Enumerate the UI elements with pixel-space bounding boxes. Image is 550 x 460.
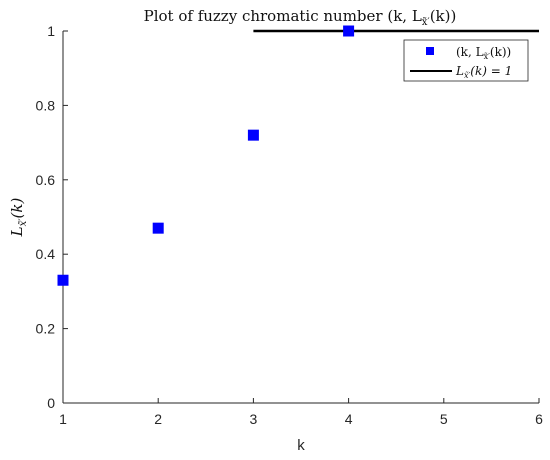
y-tick-label: 0.6: [36, 172, 56, 188]
legend-label-line: Lx̃′(k) = 1: [455, 64, 512, 80]
data-point-square: [247, 129, 259, 141]
y-axis-label-end: (k): [8, 198, 26, 219]
x-tick-label: 4: [345, 411, 353, 427]
legend: (k, Lx̃′(k)) Lx̃′(k) = 1: [403, 39, 529, 82]
x-tick-label: 3: [250, 411, 258, 427]
x-tick-label: 1: [59, 411, 67, 427]
y-axis-label-subscript: x̃′: [18, 218, 29, 227]
y-axis-label: Lx̃′(k): [8, 198, 29, 238]
y-tick-label: 0.2: [36, 321, 56, 337]
data-point-square: [57, 274, 69, 286]
legend-label-line-end: (k) = 1: [470, 64, 512, 78]
y-tick-label: 0.4: [36, 246, 56, 262]
legend-label-squares-subscript: x̃′: [484, 52, 491, 61]
chart-title-subscript: x̃′: [422, 17, 431, 28]
legend-marker-squares: [426, 47, 434, 55]
chart-title: Plot of fuzzy chromatic number (k, Lx̃′(…: [144, 7, 457, 28]
data-point-square: [343, 25, 355, 37]
x-ticks: 1 2 3 4 5 6: [59, 398, 543, 427]
x-tick-label: 6: [535, 411, 543, 427]
x-tick-label: 5: [440, 411, 448, 427]
legend-box: [403, 39, 529, 82]
y-tick-label: 0: [47, 395, 55, 411]
series-layer: [57, 25, 539, 286]
legend-label-squares: (k, Lx̃′(k)): [456, 45, 511, 61]
y-tick-label: 0.8: [36, 97, 56, 113]
plot-area: [63, 31, 539, 403]
data-point-square: [152, 222, 164, 234]
y-tick-label: 1: [47, 23, 55, 39]
legend-label-squares-end: (k)): [490, 45, 511, 59]
x-axis-label: k: [297, 437, 305, 454]
x-tick-label: 2: [154, 411, 162, 427]
y-ticks: 0 0.2 0.4 0.6 0.8 1: [36, 23, 68, 411]
legend-label-line-subscript: x̃′: [464, 71, 471, 80]
chart-title-end: (k)): [430, 7, 457, 25]
